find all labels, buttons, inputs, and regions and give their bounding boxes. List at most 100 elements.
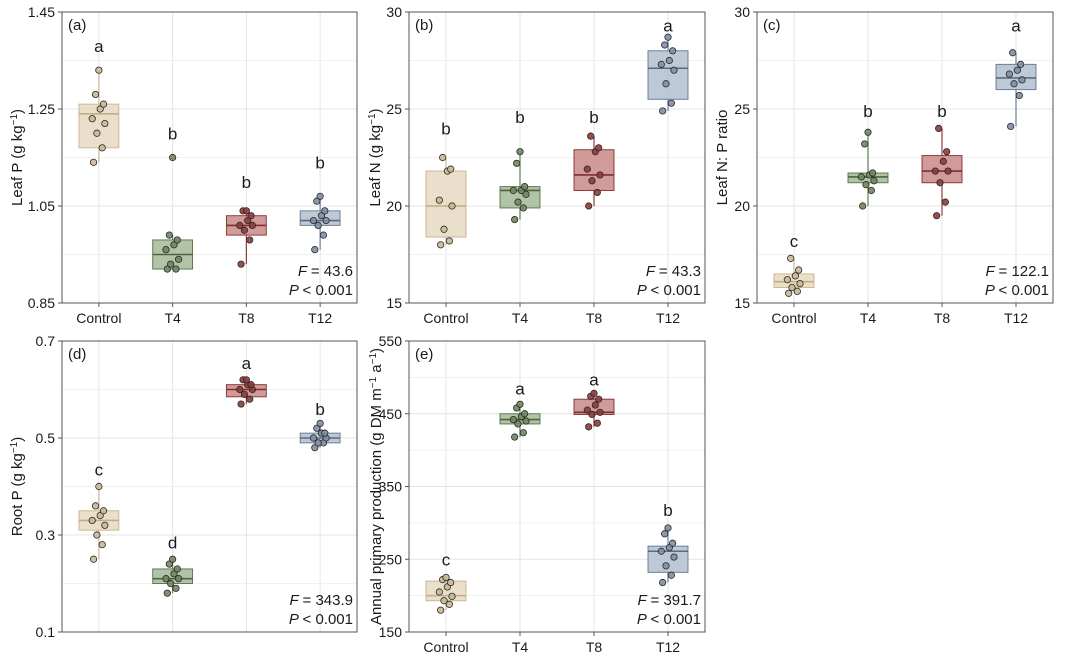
data-point: [316, 192, 324, 200]
box-group-t4: [847, 128, 889, 210]
data-point: [943, 148, 951, 156]
data-point: [509, 415, 517, 424]
data-point: [169, 555, 177, 563]
y-tick-label: 15: [386, 295, 402, 311]
box-group-t8: [225, 207, 267, 268]
panel-b-leaf-n: 15 20 25 30 Control T4 T8 T12 b b b a (b) F = 43.3 P <…: [367, 4, 706, 326]
panel-d-root-p: 0.1 0.3 0.5 0.7 c d a b (d) F = 343.9 P < 0.001 Roo…: [9, 333, 358, 640]
box-iqr: [425, 170, 467, 238]
y-tick-label: 450: [379, 406, 403, 422]
box-group-t12: [299, 192, 341, 254]
data-point: [172, 265, 180, 273]
data-point: [88, 516, 96, 525]
data-point: [98, 541, 106, 549]
significance-letter: b: [863, 102, 872, 121]
data-point: [870, 177, 878, 185]
data-point: [595, 144, 603, 152]
significance-letter: c: [442, 550, 451, 569]
data-point: [95, 66, 103, 74]
data-point: [588, 177, 596, 185]
data-point: [319, 231, 328, 239]
y-tick-label: 0.85: [28, 295, 55, 311]
panel-label: (e): [415, 346, 433, 363]
data-point: [91, 90, 100, 99]
data-point: [448, 592, 456, 600]
box-group-t4: [152, 153, 194, 273]
data-point: [669, 47, 677, 55]
y-tick-label: 350: [379, 479, 403, 495]
plot-frame: [61, 340, 358, 633]
data-point: [933, 212, 941, 220]
data-point: [511, 433, 519, 441]
stat-f-value: F = 343.9: [289, 592, 353, 609]
data-point: [596, 171, 604, 179]
significance-letter: b: [315, 153, 324, 172]
data-point: [163, 265, 171, 273]
x-tick-label: Control: [771, 310, 816, 326]
data-point: [593, 188, 601, 197]
data-point: [236, 385, 244, 394]
y-axis-label: Root P (g kg−1): [9, 437, 27, 537]
data-point: [595, 395, 603, 403]
y-tick-label: 1.25: [28, 101, 55, 117]
significance-letter: a: [589, 371, 599, 390]
data-point: [437, 606, 445, 614]
significance-letter: b: [937, 102, 946, 121]
data-point: [588, 410, 596, 419]
data-point: [659, 107, 667, 115]
x-tick-label: T8: [586, 639, 603, 655]
y-axis-label: Leaf N: P ratio: [714, 110, 731, 206]
data-point: [313, 197, 321, 205]
data-point: [935, 124, 943, 132]
x-tick-label: Control: [423, 310, 468, 326]
significance-letter: d: [168, 533, 177, 552]
data-point: [519, 204, 527, 212]
data-point: [521, 410, 529, 418]
y-tick-label: 0.3: [36, 527, 56, 543]
data-point: [248, 221, 256, 229]
box-group-t8: [921, 124, 963, 220]
data-point: [509, 186, 517, 195]
data-point: [787, 254, 795, 262]
data-point: [173, 565, 181, 573]
x-tick-label: T12: [656, 639, 680, 655]
data-point: [101, 521, 109, 529]
x-tick-label: T8: [586, 310, 603, 326]
significance-letter: c: [95, 461, 104, 480]
data-point: [311, 246, 319, 254]
data-point: [857, 173, 865, 181]
data-point: [667, 571, 675, 579]
stat-p-value: P < 0.001: [985, 282, 1049, 299]
data-point: [596, 408, 604, 416]
x-tick-label: T4: [512, 310, 529, 326]
y-tick-label: 0.7: [36, 333, 56, 349]
y-tick-label: 1.05: [28, 198, 55, 214]
data-point: [321, 429, 329, 437]
data-point: [309, 216, 318, 225]
data-point: [309, 434, 318, 442]
box-group-control: [78, 66, 120, 166]
data-point: [242, 207, 250, 215]
significance-letter: a: [663, 17, 673, 36]
data-point: [1009, 49, 1017, 57]
data-point: [174, 255, 183, 263]
y-tick-label: 0.5: [36, 430, 56, 446]
data-point: [939, 157, 947, 165]
data-point: [662, 80, 670, 88]
box-group-control: [773, 254, 815, 297]
data-point: [93, 129, 101, 137]
data-point: [172, 584, 180, 592]
data-point: [162, 575, 170, 583]
significance-letter: b: [515, 108, 524, 127]
y-tick-label: 550: [379, 333, 403, 349]
plot-frame: [756, 11, 1054, 304]
data-point: [237, 400, 245, 408]
data-point: [664, 524, 672, 532]
data-point: [670, 553, 678, 561]
data-point: [246, 395, 254, 403]
significance-letter: a: [242, 354, 252, 373]
data-point: [791, 272, 799, 280]
data-point: [513, 159, 521, 167]
x-tick-label: T12: [1004, 310, 1028, 326]
